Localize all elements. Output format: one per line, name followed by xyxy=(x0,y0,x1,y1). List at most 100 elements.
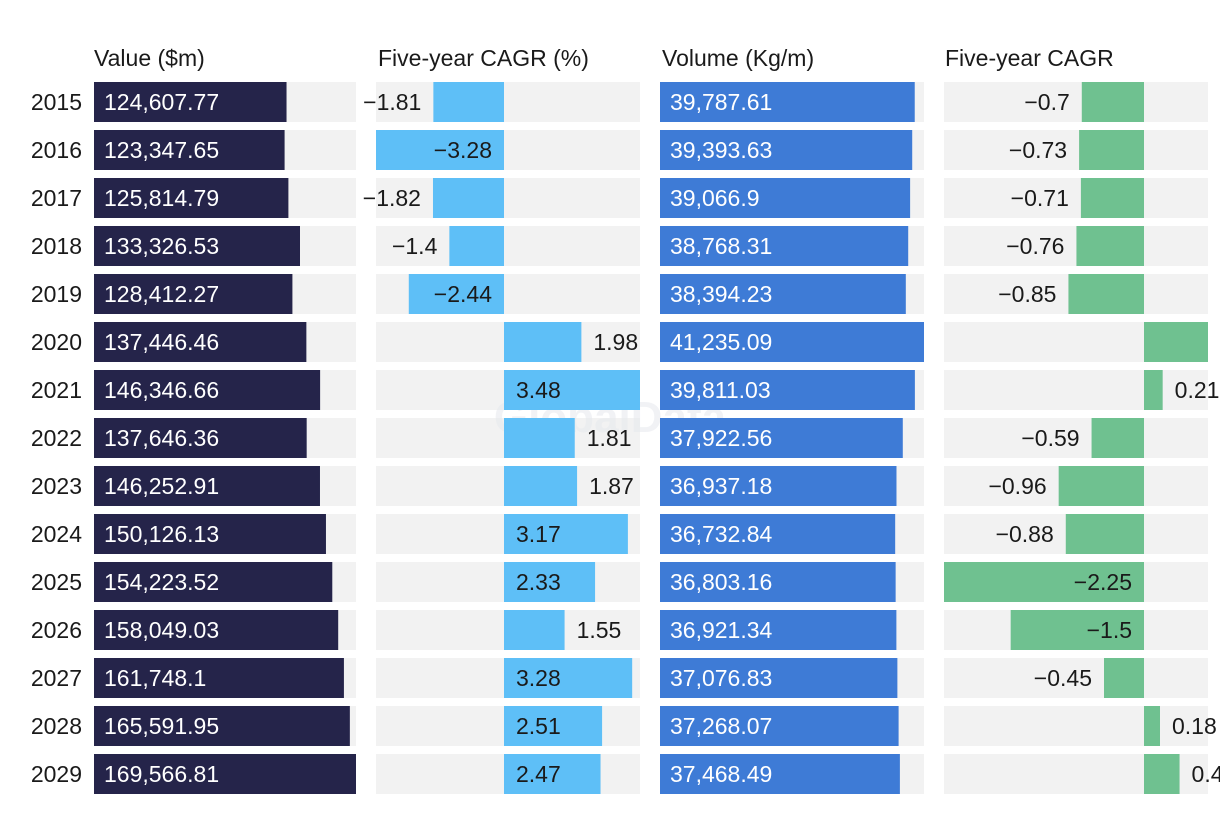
bar-s1-2027 xyxy=(504,658,633,698)
year-label-2015: 2015 xyxy=(31,89,82,115)
bar-s3-2016 xyxy=(1079,130,1144,170)
bar-s1-2026 xyxy=(504,610,565,650)
bar-s3-2021 xyxy=(1144,370,1163,410)
value-label-s2-2029: 37,468.49 xyxy=(670,761,772,787)
row-bg-s3-2028 xyxy=(944,706,1208,746)
column-title-value-cagr: Five-year CAGR (%) xyxy=(378,45,589,71)
bar-s0-2018 xyxy=(94,226,300,266)
bar-s3-2023 xyxy=(1058,466,1144,506)
bar-s1-2016 xyxy=(376,130,504,170)
value-label-s3-2021: 0.21 xyxy=(1175,377,1220,403)
bar-s3-2029 xyxy=(1144,754,1180,794)
value-label-s3-2025: −2.25 xyxy=(1074,569,1132,595)
value-label-s2-2018: 38,768.31 xyxy=(670,233,772,259)
value-label-s0-2021: 146,346.66 xyxy=(104,377,219,403)
bar-s2-2025 xyxy=(660,562,896,602)
bar-s3-2025 xyxy=(944,562,1144,602)
value-label-s2-2022: 37,922.56 xyxy=(670,425,772,451)
value-label-s2-2023: 36,937.18 xyxy=(670,473,772,499)
year-label-2026: 2026 xyxy=(31,617,82,643)
bar-s1-2017 xyxy=(432,178,504,218)
bar-s3-2018 xyxy=(1076,226,1144,266)
bar-s2-2019 xyxy=(660,274,906,314)
column-titles: Value ($m) Five-year CAGR (%) Volume (Kg… xyxy=(94,45,1114,71)
bar-s1-2018 xyxy=(449,226,504,266)
year-label-2024: 2024 xyxy=(31,521,82,547)
bar-s0-2025 xyxy=(94,562,333,602)
bar-s0-2026 xyxy=(94,610,339,650)
bar-s2-2018 xyxy=(660,226,909,266)
value-label-s2-2020: 41,235.09 xyxy=(670,329,772,355)
value-label-s3-2023: −0.96 xyxy=(988,473,1046,499)
bar-s1-2019 xyxy=(408,274,504,314)
value-label-s1-2023: 1.87 xyxy=(589,473,634,499)
bar-s0-2020 xyxy=(94,322,307,362)
bar-s0-2022 xyxy=(94,418,307,458)
value-label-s0-2028: 165,591.95 xyxy=(104,713,219,739)
bar-s3-2028 xyxy=(1144,706,1160,746)
value-label-s3-2028: 0.18 xyxy=(1172,713,1217,739)
bar-s3-2020 xyxy=(1144,322,1208,362)
value-label-s2-2025: 36,803.16 xyxy=(670,569,772,595)
bar-s0-2021 xyxy=(94,370,321,410)
row-bg-s3-2018 xyxy=(944,226,1208,266)
bar-s2-2015 xyxy=(660,82,915,122)
bar-s1-2024 xyxy=(504,514,628,554)
row-bg-s1-2017 xyxy=(376,178,640,218)
bar-s0-2019 xyxy=(94,274,293,314)
value-label-s1-2024: 3.17 xyxy=(516,521,561,547)
value-label-s0-2024: 150,126.13 xyxy=(104,521,219,547)
row-bg-s3-2021 xyxy=(944,370,1208,410)
bar-s0-2016 xyxy=(94,130,285,170)
bar-s2-2027 xyxy=(660,658,898,698)
value-label-s1-2026: 1.55 xyxy=(577,617,622,643)
bar-s2-2017 xyxy=(660,178,911,218)
value-label-s2-2015: 39,787.61 xyxy=(670,89,772,115)
bar-s0-2029 xyxy=(94,754,356,794)
year-label-2017: 2017 xyxy=(31,185,82,211)
value-label-s3-2026: −1.5 xyxy=(1087,617,1132,643)
value-label-s0-2029: 169,566.81 xyxy=(104,761,219,787)
value-label-s1-2027: 3.28 xyxy=(516,665,561,691)
value-label-s2-2017: 39,066.9 xyxy=(670,185,760,211)
year-label-2025: 2025 xyxy=(31,569,82,595)
value-label-s3-2018: −0.76 xyxy=(1006,233,1064,259)
bar-s1-2023 xyxy=(504,466,578,506)
row-bg-s3-2016 xyxy=(944,130,1208,170)
year-label-2016: 2016 xyxy=(31,137,82,163)
bar-s0-2024 xyxy=(94,514,326,554)
bar-s3-2026 xyxy=(1010,610,1144,650)
value-label-s1-2029: 2.47 xyxy=(516,761,561,787)
bar-s2-2022 xyxy=(660,418,903,458)
value-label-s3-2019: −0.85 xyxy=(998,281,1056,307)
row-bg-s3-2027 xyxy=(944,658,1208,698)
value-label-s2-2026: 36,921.34 xyxy=(670,617,773,643)
value-label-s0-2016: 123,347.65 xyxy=(104,137,219,163)
bar-s2-2028 xyxy=(660,706,899,746)
value-label-s1-2019: −2.44 xyxy=(434,281,492,307)
bar-s1-2015 xyxy=(433,82,504,122)
row-bg-s3-2017 xyxy=(944,178,1208,218)
value-label-s1-2018: −1.4 xyxy=(392,233,438,259)
year-label-2019: 2019 xyxy=(31,281,82,307)
value-label-s1-2028: 2.51 xyxy=(516,713,561,739)
bar-s2-2024 xyxy=(660,514,896,554)
row-bg-s1-2018 xyxy=(376,226,640,266)
value-label-s3-2015: −0.7 xyxy=(1024,89,1069,115)
bar-s0-2015 xyxy=(94,82,287,122)
value-label-s3-2016: −0.73 xyxy=(1009,137,1067,163)
value-label-s2-2027: 37,076.83 xyxy=(670,665,772,691)
column-title-volume: Volume (Kg/m) xyxy=(662,45,814,71)
year-label-2028: 2028 xyxy=(31,713,82,739)
bar-s2-2016 xyxy=(660,130,913,170)
bar-s1-2022 xyxy=(504,418,575,458)
value-label-s3-2022: −0.59 xyxy=(1021,425,1079,451)
value-label-s2-2019: 38,394.23 xyxy=(670,281,772,307)
value-label-s2-2024: 36,732.84 xyxy=(670,521,773,547)
value-label-s0-2022: 137,646.36 xyxy=(104,425,219,451)
bar-s3-2015 xyxy=(1081,82,1144,122)
value-label-s0-2015: 124,607.77 xyxy=(104,89,219,115)
bar-s1-2020 xyxy=(504,322,582,362)
bar-s1-2029 xyxy=(504,754,601,794)
